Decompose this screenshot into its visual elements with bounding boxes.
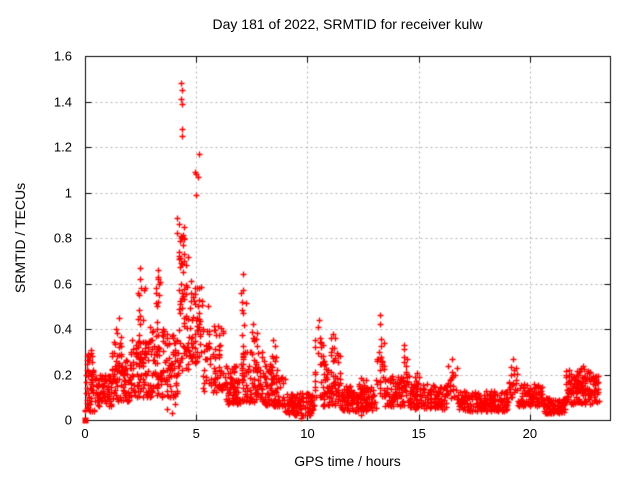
x-tick-label: 10 (300, 426, 315, 441)
x-tick-label: 0 (81, 426, 89, 441)
x-axis-label: GPS time / hours (294, 453, 401, 469)
y-tick-label: 0.8 (53, 230, 72, 246)
y-tick-label: 1.4 (53, 94, 72, 109)
y-tick-label: 1 (64, 185, 72, 200)
x-tick-label: 5 (192, 426, 200, 441)
y-tick-label: 1.6 (53, 48, 72, 64)
y-tick-label: 0.4 (53, 321, 72, 337)
x-tick-label: 15 (411, 426, 426, 441)
chart-title: Day 181 of 2022, SRMTID for receiver kul… (212, 16, 483, 32)
x-tick-label: 20 (522, 426, 538, 441)
y-axis-label: SRMTID / TECUs (12, 182, 28, 294)
y-tick-label: 0.6 (53, 276, 72, 291)
y-tick-label: 0 (64, 412, 72, 428)
y-tick-label: 0.2 (53, 367, 72, 382)
y-tick-label: 1.2 (53, 139, 72, 155)
